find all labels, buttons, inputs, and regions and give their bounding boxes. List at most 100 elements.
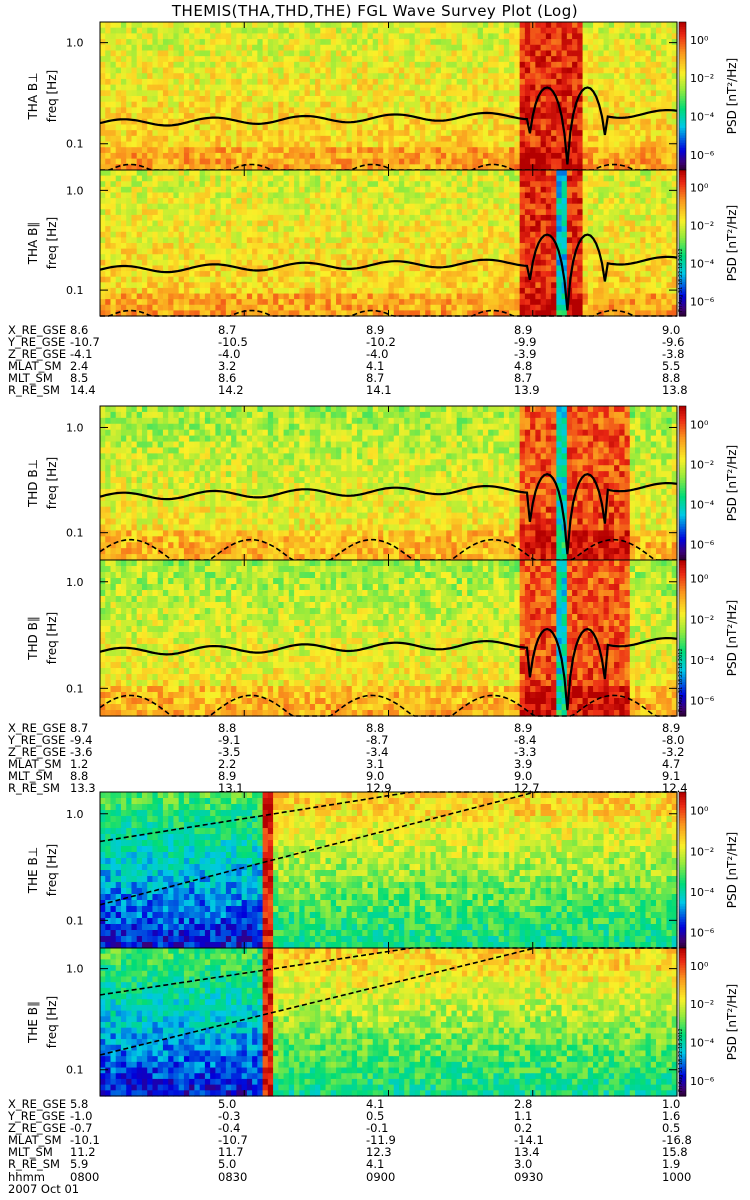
panel-label: THA B⊥ — [26, 72, 40, 120]
ephemeris-value: 0.5 — [366, 1109, 385, 1124]
ephemeris-value: 8.6 — [70, 323, 89, 337]
ephemeris-value: -0.1 — [366, 1121, 389, 1136]
colorbar: 10⁰ 10⁻² 10⁻⁴ 10⁻⁶ PSD [nT²/Hz] — [678, 559, 739, 717]
ephemeris-value: 8.7 — [218, 323, 237, 337]
ephemeris-value: 4.1 — [366, 1097, 385, 1111]
spectrogram-panel-3: 1.0 0.1 THD B⊥ freq [Hz] 10⁰ 10⁻² 10⁻⁴ 10⁻⁶ PSD … — [26, 405, 739, 561]
ephemeris-row: MLT_SM 8.5 8.6 8.7 8.7 8.8 — [8, 372, 708, 384]
time-tick-label: 0800 — [70, 1169, 100, 1184]
ephemeris-value: 8.7 — [514, 371, 533, 386]
ephemeris-row: X_RE_GSE 8.7 8.8 8.8 8.9 8.9 — [8, 722, 708, 734]
ephemeris-value: -3.8 — [662, 347, 685, 362]
colorbar: 10⁰ 10⁻² 10⁻⁴ 10⁻⁶ PSD [nT²/Hz] — [678, 947, 739, 1097]
colorbar-tick-label: 10⁻² — [690, 72, 714, 85]
ephemeris-value: -3.2 — [662, 745, 685, 760]
ephemeris-value: -9.9 — [514, 335, 537, 350]
freq-axis-label: freq [Hz] — [45, 996, 59, 1048]
ephemeris-row: MLAT_SM 1.2 2.2 3.1 3.9 4.7 — [8, 758, 708, 770]
y-tick-label: 0.1 — [66, 914, 84, 927]
ephemeris-value: 3.9 — [514, 757, 533, 772]
ephemeris-value: 8.9 — [662, 721, 681, 735]
ephemeris-label: MLAT_SM — [8, 757, 62, 772]
ephemeris-value: 14.2 — [218, 383, 244, 398]
ephemeris-value: 13.4 — [514, 1145, 540, 1160]
y-tick-label: 1.0 — [66, 963, 84, 976]
ephemeris-value: -0.7 — [70, 1121, 93, 1136]
ephemeris-value: 12.4 — [662, 781, 688, 796]
colorbar-tick-label: 10⁻² — [690, 613, 714, 626]
ephemeris-value: 11.7 — [218, 1145, 244, 1160]
ephemeris-value: 3.1 — [366, 757, 385, 772]
freq-axis-label: freq [Hz] — [45, 217, 59, 269]
colorbar-tick-label: 10⁰ — [690, 805, 709, 818]
ephemeris-value: -0.3 — [218, 1109, 241, 1124]
y-tick-label: 1.0 — [66, 37, 84, 50]
ephemeris-value: -8.4 — [514, 733, 537, 748]
colorbar-tick-label: 10⁻⁴ — [690, 111, 715, 124]
ephemeris-label: MLAT_SM — [8, 1133, 62, 1148]
ephemeris-value: -0.4 — [218, 1121, 241, 1136]
ephemeris-label: Z_RE_GSE — [8, 347, 67, 362]
panel-label: THE B∥ — [26, 1001, 40, 1044]
ephemeris-value: 5.0 — [218, 1157, 237, 1172]
ephemeris-value: 4.1 — [366, 1157, 385, 1172]
ephemeris-value: -11.9 — [366, 1133, 396, 1148]
ephemeris-thd: X_RE_GSE 8.7 8.8 8.8 8.9 8.9 Y_RE_GSE -9.4 -9.1-… — [8, 722, 708, 795]
ephemeris-value: -10.2 — [366, 335, 396, 350]
ephemeris-value: 13.3 — [70, 781, 96, 796]
ephemeris-value: -9.6 — [662, 335, 685, 350]
ephemeris-value: -4.0 — [366, 347, 389, 362]
spectrogram-panel-6: 1.0 0.1 THE B∥ freq [Hz] 10⁰ 10⁻² 10⁻⁴ 10⁻⁶ PSD … — [26, 947, 739, 1097]
ephemeris-label: Y_RE_GSE — [8, 1109, 66, 1124]
y-tick-label: 1.0 — [66, 421, 84, 434]
ephemeris-label: R_RE_SM — [8, 781, 60, 796]
y-tick-label: 1.0 — [66, 808, 84, 821]
ephemeris-value: 8.7 — [366, 371, 385, 386]
ephemeris-value: -14.1 — [514, 1133, 544, 1148]
ephemeris-row: MLAT_SM 2.4 3.2 4.1 4.8 5.5 — [8, 360, 708, 372]
y-tick-label: 0.1 — [66, 682, 84, 695]
ephemeris-label: MLT_SM — [8, 769, 53, 784]
ephemeris-value: 13.8 — [662, 383, 688, 398]
ephemeris-row: R_RE_SM 5.9 5.0 4.1 3.0 1.9 — [8, 1158, 708, 1170]
y-tick-label: 1.0 — [66, 184, 84, 197]
ephemeris-value: 3.0 — [514, 1157, 533, 1172]
y-tick-label: 1.0 — [66, 576, 84, 589]
y-tick-label: 0.1 — [66, 527, 84, 540]
panel-label: THA B∥ — [26, 222, 40, 266]
colorbar-label: PSD [nT²/Hz] — [725, 58, 739, 134]
panel-label: THD B∥ — [26, 616, 40, 661]
ephemeris-value: 9.1 — [662, 769, 681, 784]
ephemeris-value: 5.9 — [70, 1157, 89, 1172]
ephemeris-value: 0.5 — [662, 1121, 681, 1136]
spectrogram-panel-4: 1.0 0.1 THD B∥ freq [Hz] 10⁰ 10⁻² 10⁻⁴ 10⁻⁶ PSD … — [26, 559, 739, 717]
ephemeris-label: Y_RE_GSE — [8, 335, 66, 350]
ephemeris-value: 8.8 — [366, 721, 385, 735]
ephemeris-value: 4.7 — [662, 757, 681, 772]
ephemeris-row: Y_RE_GSE -10.7 -10.5 -10.2 -9.9 -9.6 — [8, 336, 708, 348]
ephemeris-value: 4.8 — [514, 359, 533, 374]
colorbar-label: PSD [nT²/Hz] — [725, 832, 739, 908]
timestamp-stamp: Fri Aug 31 18:22:18 2012 — [678, 248, 684, 312]
colorbar-tick-label: 10⁻² — [690, 998, 714, 1011]
ephemeris-value: -3.4 — [366, 745, 389, 760]
ephemeris-value: 0.2 — [514, 1121, 533, 1136]
colorbar-label: PSD [nT²/Hz] — [725, 445, 739, 521]
panel-label: THD B⊥ — [26, 459, 40, 508]
freq-axis-label: freq [Hz] — [45, 844, 59, 896]
freq-axis-label: freq [Hz] — [45, 612, 59, 664]
ephemeris-value: 2.2 — [218, 757, 237, 772]
colorbar-tick-label: 10⁻⁶ — [690, 295, 715, 308]
ephemeris-value: 12.7 — [514, 781, 540, 796]
colorbar-tick-label: 10⁻⁶ — [690, 539, 715, 552]
colorbar-tick-label: 10⁻⁶ — [690, 926, 715, 939]
ephemeris-value: -16.8 — [662, 1133, 692, 1148]
ephemeris-label: X_RE_GSE — [8, 721, 67, 735]
ephemeris-row: Y_RE_GSE -1.0 -0.3 0.5 1.1 1.6 — [8, 1110, 708, 1122]
ephemeris-row: X_RE_GSE 8.6 8.7 8.9 8.9 9.0 — [8, 324, 708, 336]
colorbar-tick-label: 10⁻² — [690, 845, 714, 858]
ephemeris-value: 9.0 — [514, 769, 533, 784]
ephemeris-value: 14.4 — [70, 383, 96, 398]
ephemeris-value: 8.5 — [70, 371, 89, 386]
